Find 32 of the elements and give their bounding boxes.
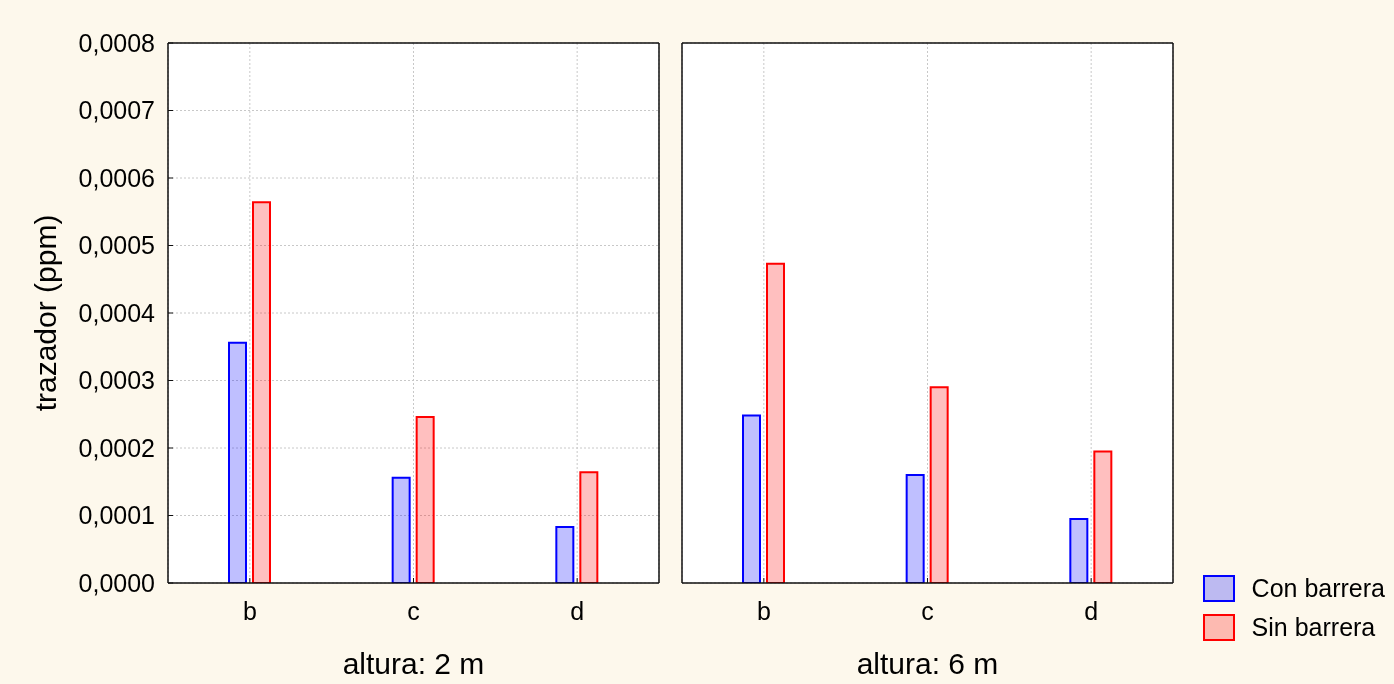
x-axis-title: altura: 2 m xyxy=(342,647,485,680)
x-tick-label: c xyxy=(407,596,420,625)
x-tick-label: b xyxy=(756,596,771,625)
bar xyxy=(742,414,761,583)
bar xyxy=(1069,517,1089,583)
bar xyxy=(579,471,599,583)
bar xyxy=(228,341,247,583)
bar xyxy=(1093,450,1113,583)
y-tick-label: 0,0002 xyxy=(78,433,155,462)
y-tick-label: 0,0001 xyxy=(78,501,155,530)
y-tick-label: 0,0003 xyxy=(78,366,155,395)
y-tick-label: 0,0006 xyxy=(78,163,155,192)
bar xyxy=(415,415,435,583)
bar xyxy=(766,262,785,583)
y-tick-label: 0,0005 xyxy=(78,231,155,260)
bar xyxy=(391,476,411,583)
x-tick-label: c xyxy=(921,596,934,625)
bar xyxy=(929,386,949,583)
x-tick-label: b xyxy=(242,596,257,625)
x-tick-label: d xyxy=(1084,596,1099,625)
y-axis-title: trazador (ppm) xyxy=(28,214,62,412)
bar xyxy=(252,201,271,583)
bar xyxy=(905,474,925,583)
y-tick-label: 0,0004 xyxy=(78,298,156,327)
y-tick-label: 0,0007 xyxy=(78,96,155,125)
legend-label: Sin barrera xyxy=(1251,613,1376,641)
x-axis-title: altura: 6 m xyxy=(856,647,999,680)
bar xyxy=(555,525,575,583)
legend-label: Con barrera xyxy=(1251,574,1385,602)
x-tick-label: d xyxy=(570,596,585,625)
y-tick-label: 0,0008 xyxy=(78,28,155,57)
y-tick-label: 0,0000 xyxy=(78,568,155,597)
